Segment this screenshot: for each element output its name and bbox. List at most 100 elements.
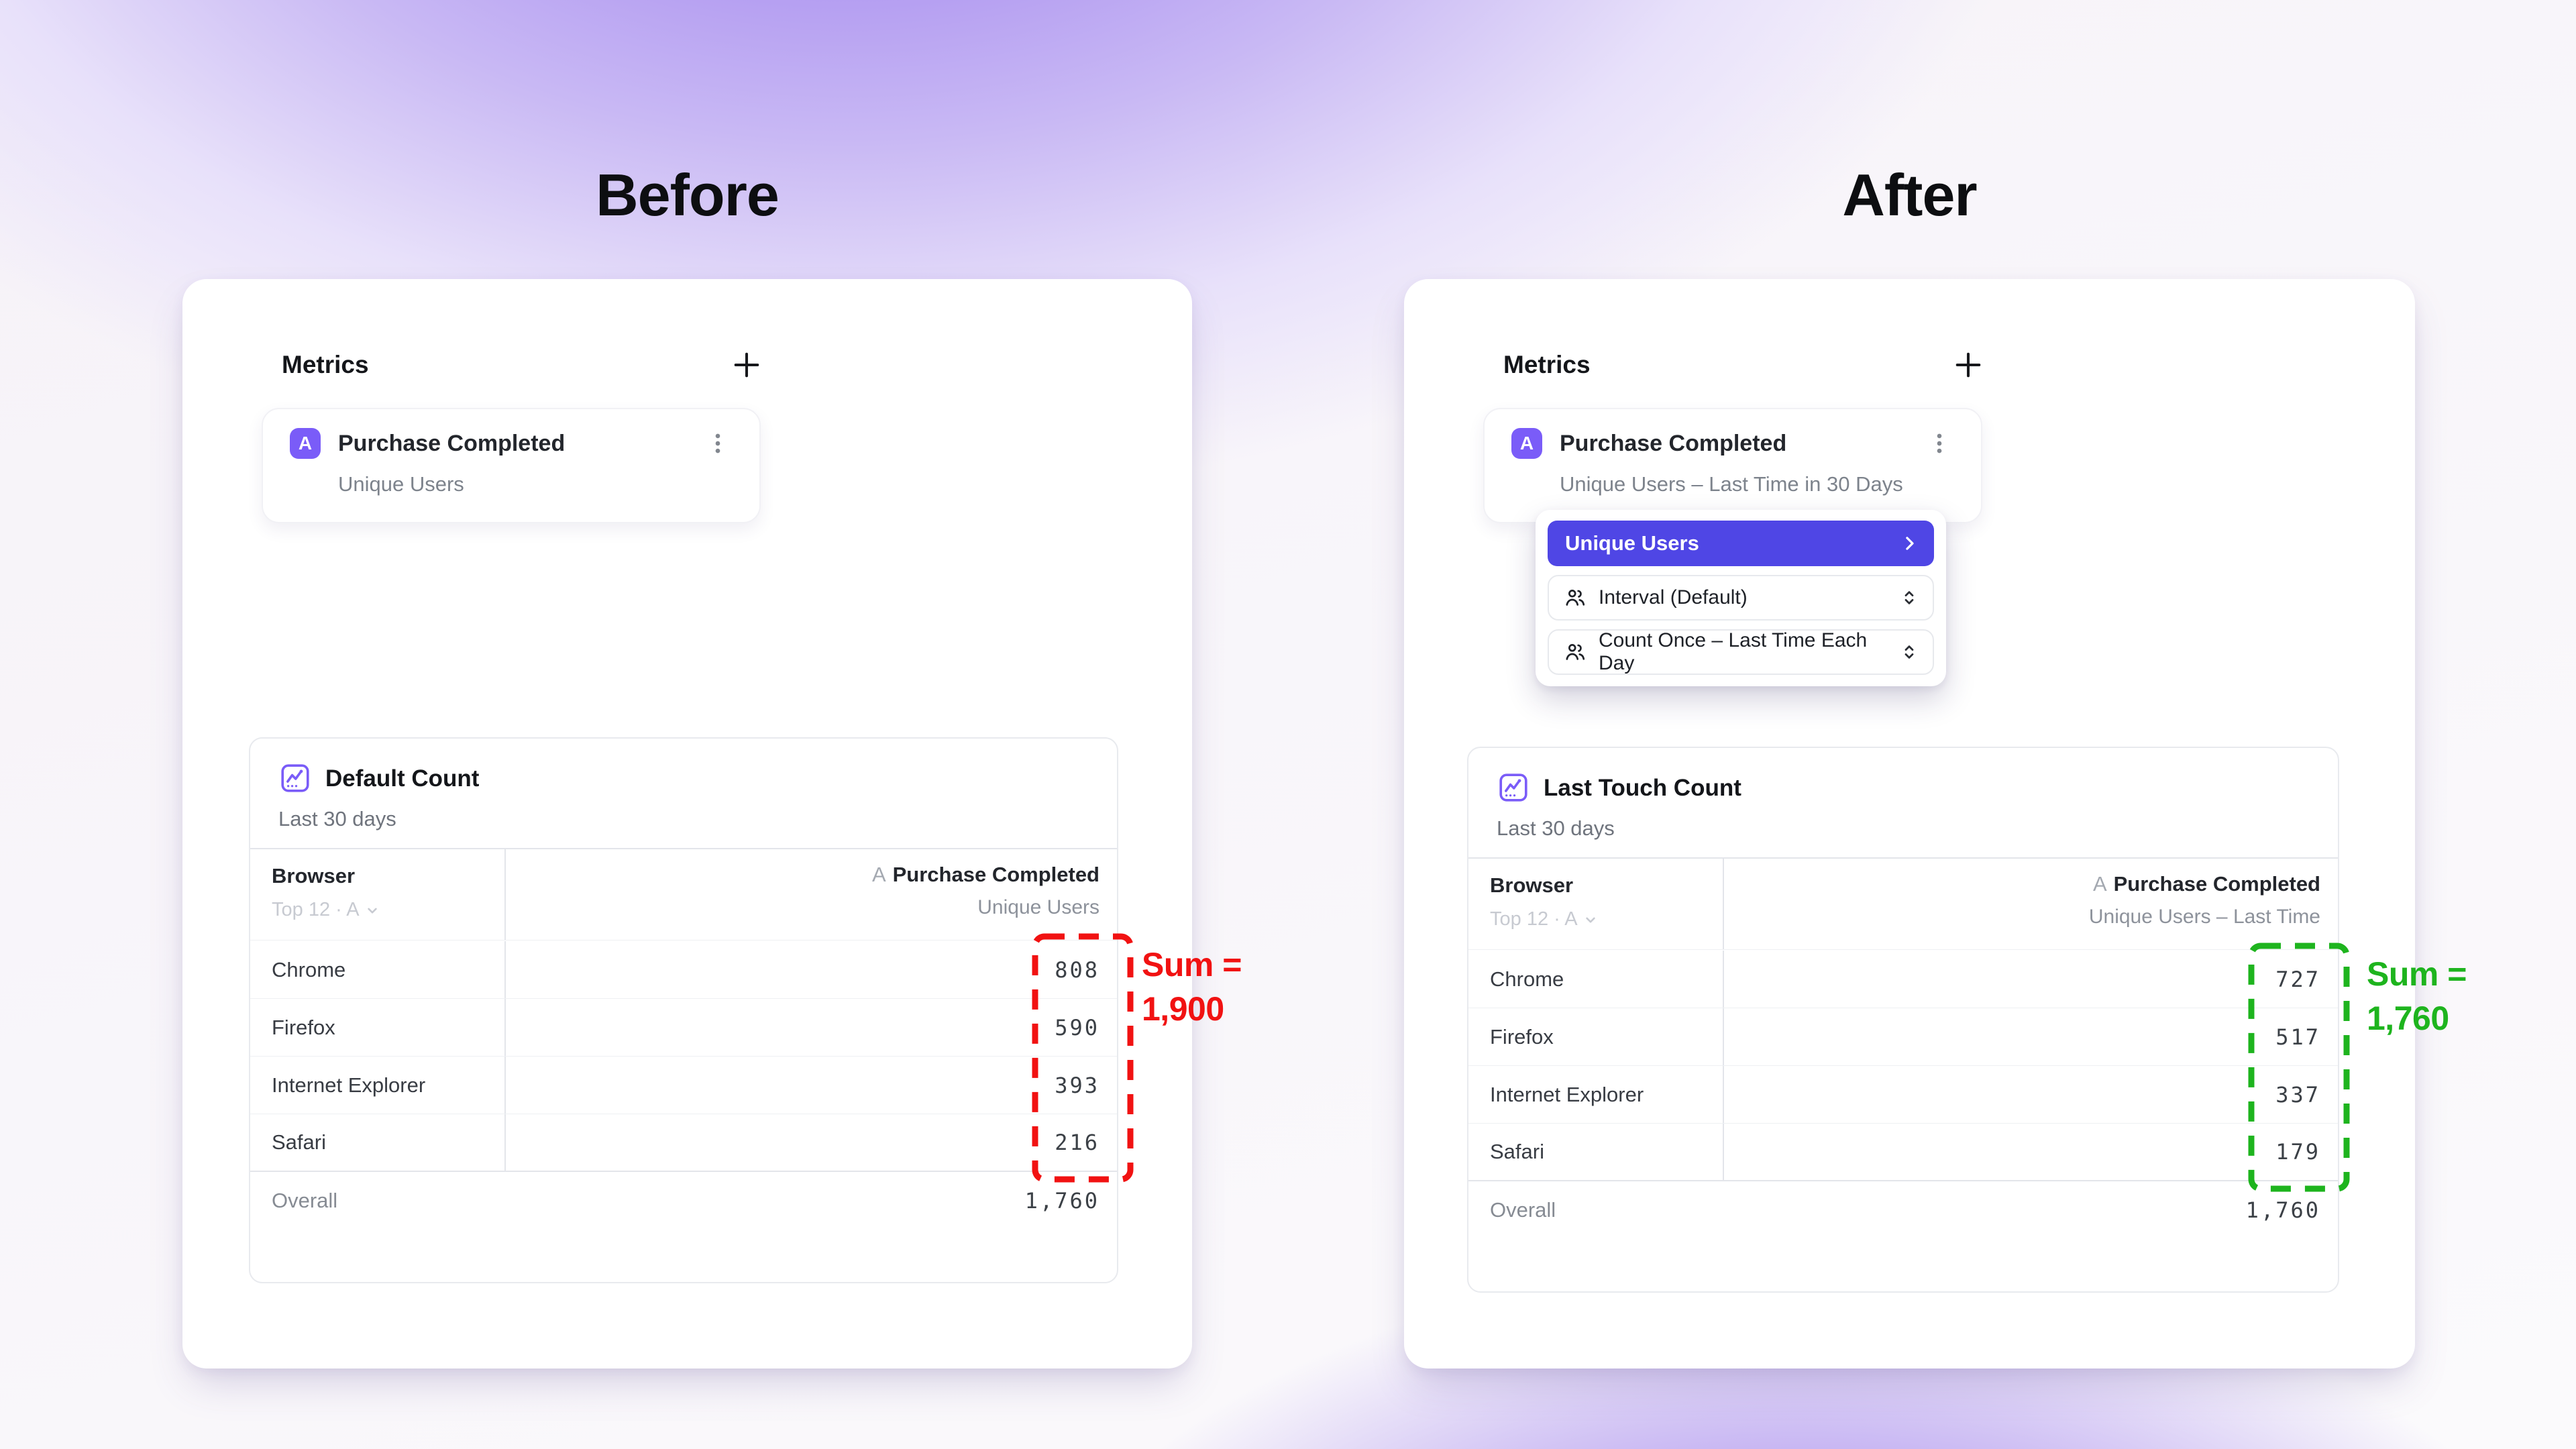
metric-menu-button[interactable] — [703, 429, 733, 458]
browser-filter-control[interactable]: Top 12 · A — [1490, 908, 1723, 930]
metrics-header: Metrics — [282, 346, 763, 384]
results-table-card: Default Count Last 30 days Browser Top 1… — [249, 737, 1118, 1283]
metric-column-subtitle: Unique Users — [977, 896, 1099, 918]
metric-badge: A — [1511, 428, 1542, 459]
sum-line2: 1,760 — [2367, 1000, 2449, 1037]
dropdown-item-interval[interactable]: Interval (Default) — [1548, 575, 1934, 621]
browser-filter-control[interactable]: Top 12 · A — [272, 899, 504, 921]
chevron-right-icon — [1899, 533, 1919, 553]
metrics-header: Metrics — [1503, 346, 1985, 384]
table-row: Internet Explorer 337 — [1468, 1066, 2338, 1124]
metric-card-main: A Purchase Completed — [263, 409, 759, 459]
row-label: Internet Explorer — [1468, 1066, 1724, 1123]
metric-title: Purchase Completed — [1560, 430, 1787, 456]
users-icon — [1564, 586, 1587, 609]
measured-as-dropdown: Unique Users Interval (Default) — [1536, 510, 1946, 686]
table-row: Firefox 590 — [250, 999, 1117, 1057]
overall-value: 1,760 — [2245, 1197, 2320, 1223]
series-letter: A — [871, 863, 886, 886]
series-letter: A — [2092, 872, 2107, 896]
plus-icon — [731, 350, 762, 380]
sum-annotation-before: Sum = 1,900 — [1142, 943, 1242, 1031]
table-row: Safari 179 — [1468, 1124, 2338, 1181]
sum-line2: 1,900 — [1142, 990, 1224, 1028]
metric-column-subtitle: Unique Users – Last Time — [2088, 906, 2320, 928]
chevron-down-icon — [1582, 911, 1599, 928]
add-metric-button[interactable] — [730, 348, 763, 382]
table-body: Chrome 808 Firefox 590 Internet Explorer… — [250, 941, 1117, 1230]
chart-icon — [280, 763, 311, 794]
table-row: Internet Explorer 393 — [250, 1057, 1117, 1114]
row-label: Firefox — [1468, 1008, 1724, 1065]
metric-badge: A — [290, 428, 321, 459]
metric-menu-button[interactable] — [1925, 429, 1954, 458]
metric-column-title: Purchase Completed — [892, 863, 1099, 886]
overall-label: Overall — [272, 1189, 338, 1212]
table-header: Browser Top 12 · A A Purchase Completed U… — [250, 848, 1117, 941]
metrics-title: Metrics — [282, 351, 369, 378]
sum-line1: Sum = — [2367, 955, 2467, 993]
table-body: Chrome 727 Firefox 517 Internet Explorer… — [1468, 951, 2338, 1239]
metric-card[interactable]: A Purchase Completed Unique Users — [262, 408, 761, 523]
chart-icon — [1498, 772, 1529, 803]
row-value: 517 — [2275, 1024, 2320, 1050]
table-header: Browser Top 12 · A A Purchase Completed U… — [1468, 857, 2338, 950]
metric-card-main: A Purchase Completed — [1485, 409, 1981, 459]
metric-subtitle: Unique Users – Last Time in 30 Days — [1560, 472, 1903, 496]
table-title: Default Count — [325, 765, 480, 792]
row-value: 179 — [2275, 1139, 2320, 1165]
sum-annotation-after: Sum = 1,760 — [2367, 952, 2467, 1040]
table-date-range: Last 30 days — [1497, 816, 1615, 840]
plus-icon — [1953, 350, 1984, 380]
table-date-range: Last 30 days — [278, 807, 396, 830]
after-panel: Metrics A Purchase Completed Unique User… — [1404, 279, 2415, 1368]
kebab-icon — [705, 431, 731, 456]
sum-highlight-box-before — [1032, 933, 1134, 1183]
row-label: Internet Explorer — [250, 1057, 506, 1114]
table-row: Chrome 727 — [1468, 951, 2338, 1008]
metric-column-header: A Purchase Completed Unique Users – Last … — [1724, 859, 2338, 949]
dropdown-item-count-once[interactable]: Count Once – Last Time Each Day — [1548, 629, 1934, 675]
metric-card[interactable]: A Purchase Completed Unique Users – Last… — [1483, 408, 1982, 523]
row-label: Safari — [1468, 1124, 1724, 1180]
dropdown-item-unique-users[interactable]: Unique Users — [1548, 521, 1934, 566]
dropdown-item-label: Interval (Default) — [1599, 586, 1748, 608]
row-value: 808 — [1055, 957, 1099, 983]
kebab-icon — [1927, 431, 1952, 456]
add-metric-button[interactable] — [1951, 348, 1985, 382]
after-title: After — [1842, 162, 1977, 228]
row-value: 590 — [1055, 1014, 1099, 1040]
row-label: Chrome — [1468, 951, 1724, 1008]
results-table-card: Last Touch Count Last 30 days Browser To… — [1467, 747, 2339, 1293]
table-title: Last Touch Count — [1544, 775, 1741, 801]
select-arrows-icon — [1899, 588, 1919, 608]
before-title: Before — [596, 162, 780, 228]
table-row: Chrome 808 — [250, 941, 1117, 999]
overall-row: Overall 1,760 — [250, 1172, 1117, 1230]
metrics-title: Metrics — [1503, 351, 1591, 378]
overall-row: Overall 1,760 — [1468, 1181, 2338, 1239]
table-row: Firefox 517 — [1468, 1008, 2338, 1066]
chevron-down-icon — [364, 902, 381, 919]
browser-column-header: Browser Top 12 · A — [1468, 859, 1724, 949]
filter-label: Top 12 · A — [1490, 908, 1578, 930]
row-value: 337 — [2275, 1081, 2320, 1108]
overall-value: 1,760 — [1024, 1188, 1099, 1214]
row-value: 216 — [1055, 1130, 1099, 1155]
row-value: 393 — [1055, 1072, 1099, 1098]
row-label: Safari — [250, 1114, 506, 1171]
column-title: Browser — [272, 864, 356, 888]
table-row: Safari 216 — [250, 1114, 1117, 1172]
row-label: Firefox — [250, 999, 506, 1056]
metric-subtitle: Unique Users — [338, 472, 464, 496]
sum-line1: Sum = — [1142, 946, 1242, 983]
overall-label: Overall — [1490, 1198, 1556, 1222]
column-title: Browser — [1490, 873, 1574, 897]
row-value: 727 — [2275, 966, 2320, 992]
users-icon — [1564, 641, 1587, 663]
sum-highlight-box-after — [2248, 943, 2350, 1192]
metric-column-header: A Purchase Completed Unique Users — [506, 849, 1117, 940]
metric-column-title: Purchase Completed — [2113, 872, 2320, 896]
browser-column-header: Browser Top 12 · A — [250, 849, 506, 940]
